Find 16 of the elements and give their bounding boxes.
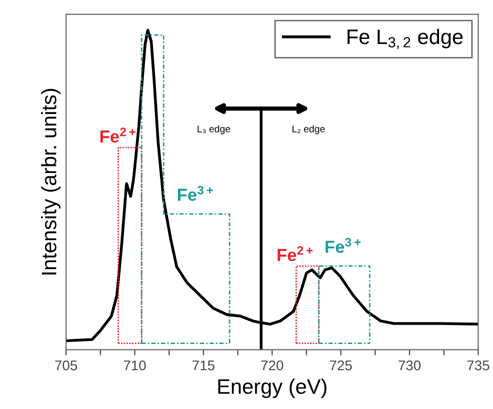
series-label: Fe$^{2+}$ bbox=[278, 246, 313, 262]
x-tick-label: 730 bbox=[398, 360, 421, 370]
x-tick-label: 715 bbox=[192, 360, 214, 370]
series-label: Fe$^{2+}$ bbox=[100, 128, 136, 143]
annotation: L₂ edge bbox=[292, 125, 325, 134]
series-label: Fe$^{3+}$ bbox=[326, 238, 361, 253]
x-tick-label: 710 bbox=[124, 360, 146, 370]
x-tick-label: 705 bbox=[55, 360, 78, 370]
annotation: L₃ edge bbox=[198, 125, 230, 134]
x-axis-title: Energy (eV) bbox=[218, 378, 326, 398]
x-tick-label: 720 bbox=[261, 360, 284, 370]
x-tick-label: 725 bbox=[330, 360, 352, 370]
legend-label: Fe L$_{3,2}$ edge bbox=[348, 28, 463, 50]
x-tick-label: 735 bbox=[467, 360, 490, 370]
series-label: Fe$^{3+}$ bbox=[178, 186, 213, 201]
y-axis-title: Intensity (arbr. units) bbox=[41, 88, 61, 274]
